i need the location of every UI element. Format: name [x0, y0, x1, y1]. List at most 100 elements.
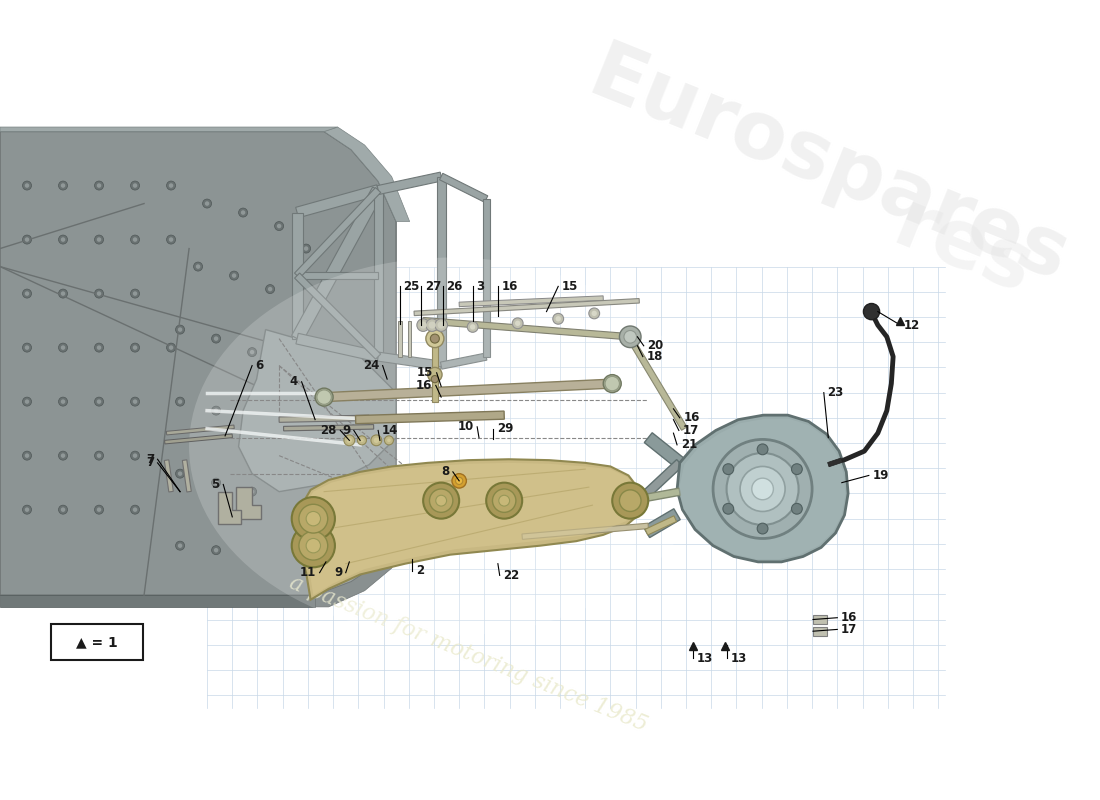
Circle shape: [358, 436, 366, 445]
Text: 14: 14: [382, 424, 398, 437]
Circle shape: [792, 503, 802, 514]
Circle shape: [95, 505, 103, 514]
Polygon shape: [292, 187, 384, 342]
Circle shape: [97, 507, 101, 512]
Circle shape: [239, 208, 248, 217]
Circle shape: [131, 397, 140, 406]
Polygon shape: [0, 595, 315, 607]
Polygon shape: [284, 425, 374, 431]
Circle shape: [25, 291, 30, 296]
Text: 4: 4: [289, 375, 298, 388]
Polygon shape: [522, 523, 649, 539]
Circle shape: [97, 291, 101, 296]
Circle shape: [60, 346, 65, 350]
Circle shape: [277, 224, 282, 228]
Circle shape: [429, 322, 436, 329]
Text: 13: 13: [697, 652, 713, 665]
Circle shape: [455, 478, 463, 485]
Text: 22: 22: [504, 569, 519, 582]
Polygon shape: [295, 187, 381, 278]
Circle shape: [275, 222, 284, 230]
Circle shape: [619, 326, 641, 348]
Circle shape: [429, 322, 434, 328]
Circle shape: [211, 334, 221, 343]
Circle shape: [556, 316, 561, 322]
Circle shape: [178, 471, 183, 476]
Circle shape: [166, 235, 176, 244]
Circle shape: [344, 435, 354, 446]
Circle shape: [592, 310, 597, 316]
Circle shape: [205, 202, 209, 206]
Circle shape: [58, 181, 67, 190]
Circle shape: [168, 238, 174, 242]
Text: res: res: [882, 186, 1044, 311]
Circle shape: [133, 291, 138, 296]
Text: 16: 16: [840, 611, 857, 624]
Circle shape: [213, 548, 218, 553]
Circle shape: [176, 469, 185, 478]
Circle shape: [131, 505, 140, 514]
Text: 12: 12: [904, 318, 921, 331]
Circle shape: [513, 318, 524, 329]
Circle shape: [131, 181, 140, 190]
Polygon shape: [324, 127, 409, 222]
Circle shape: [22, 397, 32, 406]
Polygon shape: [827, 458, 843, 466]
Circle shape: [588, 308, 600, 318]
Circle shape: [97, 346, 101, 350]
Text: 3: 3: [476, 280, 484, 293]
Text: 7: 7: [146, 456, 154, 470]
Circle shape: [301, 244, 310, 253]
Polygon shape: [315, 537, 409, 607]
Circle shape: [22, 451, 32, 460]
Polygon shape: [408, 321, 411, 357]
Text: 9: 9: [342, 424, 350, 437]
Circle shape: [58, 343, 67, 352]
Circle shape: [178, 543, 183, 548]
Circle shape: [95, 397, 103, 406]
Polygon shape: [296, 334, 380, 362]
Polygon shape: [0, 131, 396, 595]
Polygon shape: [235, 487, 261, 518]
Text: 10: 10: [458, 420, 474, 434]
Circle shape: [131, 235, 140, 244]
Text: 29: 29: [497, 422, 514, 435]
Polygon shape: [644, 509, 680, 538]
Polygon shape: [297, 272, 378, 279]
Polygon shape: [166, 425, 234, 435]
Circle shape: [299, 531, 328, 560]
Circle shape: [95, 343, 103, 352]
Polygon shape: [183, 460, 191, 492]
Circle shape: [371, 435, 382, 446]
Polygon shape: [355, 411, 504, 424]
Circle shape: [757, 444, 768, 454]
Circle shape: [498, 495, 509, 506]
Circle shape: [176, 541, 185, 550]
Circle shape: [241, 210, 245, 215]
Circle shape: [133, 238, 138, 242]
Circle shape: [619, 490, 641, 511]
Circle shape: [176, 397, 185, 406]
Polygon shape: [295, 273, 381, 359]
Polygon shape: [300, 463, 639, 595]
Circle shape: [267, 287, 273, 291]
Circle shape: [387, 438, 390, 442]
Circle shape: [211, 478, 221, 487]
Circle shape: [419, 322, 427, 329]
Circle shape: [723, 464, 734, 474]
Text: ▲ = 1: ▲ = 1: [76, 635, 118, 649]
Circle shape: [613, 482, 648, 518]
Circle shape: [417, 318, 429, 331]
Circle shape: [60, 238, 65, 242]
Circle shape: [250, 490, 254, 494]
Polygon shape: [297, 459, 641, 600]
Polygon shape: [437, 177, 446, 366]
Circle shape: [286, 363, 290, 368]
Circle shape: [25, 454, 30, 458]
Circle shape: [22, 181, 32, 190]
Polygon shape: [377, 172, 442, 194]
Ellipse shape: [189, 258, 712, 636]
Polygon shape: [679, 418, 846, 559]
Circle shape: [426, 318, 439, 331]
Circle shape: [168, 346, 174, 350]
